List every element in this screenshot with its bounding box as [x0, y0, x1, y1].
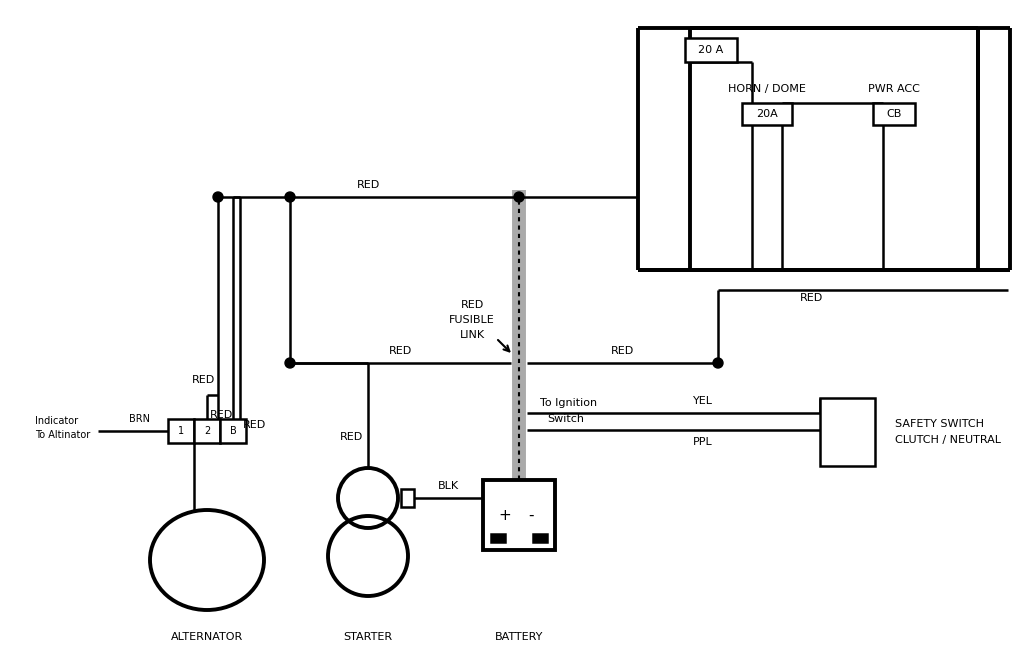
Text: BLK: BLK — [437, 481, 459, 491]
Circle shape — [514, 192, 524, 202]
Bar — [490, 534, 505, 542]
Circle shape — [285, 358, 295, 368]
Text: B: B — [229, 426, 237, 436]
Bar — [534, 534, 547, 542]
Text: Indicator: Indicator — [35, 416, 78, 426]
Text: +: + — [499, 507, 511, 522]
Text: CB: CB — [887, 109, 902, 119]
Circle shape — [285, 192, 295, 202]
Bar — [742, 103, 792, 125]
Text: LINK: LINK — [460, 330, 484, 340]
Text: Switch: Switch — [547, 414, 584, 424]
Bar — [168, 419, 194, 443]
Circle shape — [713, 358, 723, 368]
Text: HORN / DOME: HORN / DOME — [728, 84, 806, 94]
Text: RED: RED — [356, 180, 380, 190]
Bar — [820, 398, 874, 466]
Text: YEL: YEL — [693, 396, 713, 406]
Bar — [873, 103, 915, 125]
Text: RED: RED — [340, 432, 362, 442]
Text: RED: RED — [191, 375, 215, 385]
Bar — [685, 38, 737, 62]
Text: RED: RED — [610, 346, 634, 356]
Text: RED: RED — [210, 410, 233, 420]
Text: 20A: 20A — [756, 109, 778, 119]
Text: -: - — [528, 507, 534, 522]
Text: 1: 1 — [178, 426, 184, 436]
Text: FUSIBLE: FUSIBLE — [450, 315, 495, 325]
Text: RED: RED — [461, 300, 483, 310]
Text: RED: RED — [388, 346, 412, 356]
Text: RED: RED — [800, 293, 823, 303]
Text: CLUTCH / NEUTRAL: CLUTCH / NEUTRAL — [895, 435, 1001, 445]
Bar — [220, 419, 246, 443]
Text: To Altinator: To Altinator — [35, 430, 90, 440]
Circle shape — [213, 192, 223, 202]
Bar — [194, 419, 220, 443]
Text: 2: 2 — [204, 426, 210, 436]
Bar — [483, 480, 555, 550]
Text: RED: RED — [243, 420, 266, 430]
Text: PWR ACC: PWR ACC — [868, 84, 920, 94]
Text: BATTERY: BATTERY — [495, 632, 543, 642]
Text: 20 A: 20 A — [698, 45, 724, 55]
Text: BRN: BRN — [128, 414, 150, 424]
Text: PPL: PPL — [693, 437, 713, 447]
Text: ALTERNATOR: ALTERNATOR — [171, 632, 243, 642]
Text: To Ignition: To Ignition — [540, 398, 597, 408]
Bar — [401, 489, 414, 507]
Text: STARTER: STARTER — [343, 632, 392, 642]
Text: SAFETY SWITCH: SAFETY SWITCH — [895, 419, 984, 429]
